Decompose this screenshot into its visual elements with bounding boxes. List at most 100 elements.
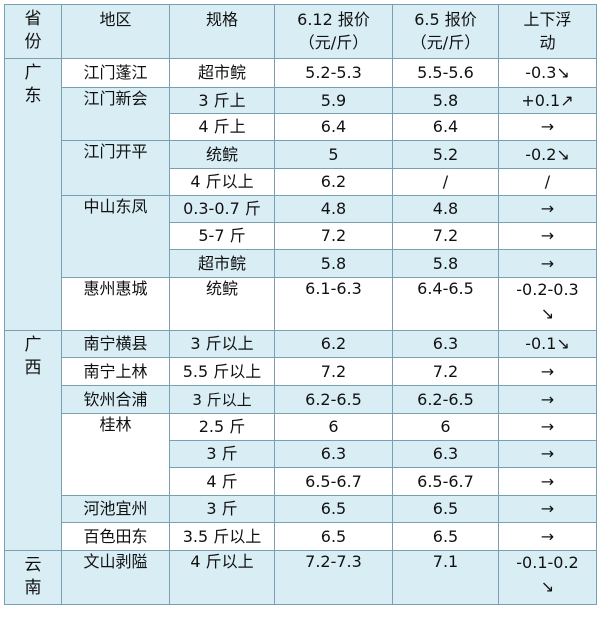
province-cell: 广东	[4, 58, 62, 331]
price-prev-cell: 6	[392, 413, 499, 441]
table-row: 桂林 2.5 斤 6 6 →	[5, 413, 597, 496]
spec-cell: 统鲩	[169, 140, 275, 169]
spec-cell: 5.5 斤以上	[169, 357, 275, 386]
spec-cell: 4 斤	[169, 467, 275, 496]
table-row: 超市鲩 5.8 5.8 →	[5, 249, 597, 278]
header-row: 省份 地区 规格 6.12 报价 （元/斤） 6.5 报价 （元/斤） 上下浮动	[4, 4, 597, 59]
spec-cell: 4 斤以上	[169, 550, 275, 605]
price-now-cell: 6.5-6.7	[274, 467, 393, 496]
region-cell: 惠州惠城	[61, 277, 170, 331]
price-now-cell: 6	[274, 413, 393, 441]
change-cell: -0.1-0.2 ↘	[498, 550, 597, 605]
change-cell: →	[498, 467, 597, 496]
header-price-now: 6.12 报价 （元/斤）	[274, 4, 393, 59]
spec-cell: 3.5 斤以上	[169, 522, 275, 551]
price-prev-cell: 6.4	[392, 113, 499, 141]
price-now-cell: 6.3	[274, 440, 393, 468]
spec-cell: 5-7 斤	[169, 222, 275, 250]
price-prev-cell: 6.5-6.7	[392, 467, 499, 496]
spec-cell: 超市鲩	[169, 249, 275, 278]
region-cell: 百色田东	[61, 522, 170, 551]
table-row: 4 斤以上 6.2 / /	[5, 168, 597, 196]
change-cell: -0.2-0.3 ↘	[498, 277, 597, 331]
price-prev-cell: 6.4-6.5	[392, 277, 499, 331]
table-row: 5-7 斤 7.2 7.2 →	[5, 222, 597, 250]
change-cell: →	[498, 413, 597, 441]
table-row: 南宁上林 5.5 斤以上 7.2 7.2 →	[5, 357, 597, 386]
price-now-cell: 5.8	[274, 249, 393, 278]
table-row: 3 斤 6.3 6.3 →	[5, 440, 597, 468]
region-cell: 钦州合浦	[61, 385, 170, 414]
price-prev-cell: 7.1	[392, 550, 499, 605]
header-spec: 规格	[169, 4, 275, 59]
price-now-cell: 7.2-7.3	[274, 550, 393, 605]
table-row: 江门开平 统鲩 5 5.2 -0.2↘	[5, 140, 597, 196]
region-cell: 南宁上林	[61, 357, 170, 386]
spec-cell: 0.3-0.7 斤	[169, 195, 275, 223]
spec-cell: 3 斤上	[169, 87, 275, 114]
table-row: 广西 南宁横县 3 斤以上 6.2 6.3 -0.1↘	[4, 330, 597, 551]
price-prev-cell: 5.8	[392, 249, 499, 278]
region-cell: 江门新会	[61, 87, 170, 141]
change-cell: →	[498, 522, 597, 551]
change-cell: →	[498, 113, 597, 141]
region-cell: 江门蓬江	[61, 58, 170, 88]
region-cell: 桂林	[61, 413, 170, 496]
table-row: 云南 文山剥隘 4 斤以上 7.2-7.3 7.1 -0.1-0.2 ↘	[4, 550, 597, 605]
change-cell: →	[498, 495, 597, 523]
price-prev-cell: 4.8	[392, 195, 499, 223]
region-cell: 南宁横县	[61, 330, 170, 358]
table-row: 惠州惠城 统鲩 6.1-6.3 6.4-6.5 -0.2-0.3 ↘	[5, 277, 597, 331]
table-row: 江门新会 3 斤上 5.9 5.8 +0.1↗	[5, 87, 597, 141]
table-row: 广东 江门蓬江 超市鲩 5.2-5.3 5.5-5.6 -0.3↘	[4, 58, 597, 331]
price-now-cell: 6.2	[274, 168, 393, 196]
change-cell: -0.2↘	[498, 140, 597, 169]
table-row: 4 斤上 6.4 6.4 →	[5, 113, 597, 141]
header-price-prev: 6.5 报价 （元/斤）	[392, 4, 499, 59]
header-province: 省份	[4, 4, 62, 59]
header-region: 地区	[61, 4, 170, 59]
table-row: 河池宜州 3 斤 6.5 6.5 →	[5, 495, 597, 523]
change-cell: -0.3↘	[498, 58, 597, 88]
table-row: 钦州合浦 3 斤以上 6.2-6.5 6.2-6.5 →	[5, 385, 597, 414]
spec-cell: 统鲩	[169, 277, 275, 331]
price-now-cell: 6.2	[274, 330, 393, 358]
province-cell: 广西	[4, 330, 62, 551]
header-change: 上下浮动	[498, 4, 597, 59]
spec-cell: 3 斤	[169, 440, 275, 468]
change-cell: →	[498, 249, 597, 278]
price-prev-cell: /	[392, 168, 499, 196]
change-cell: +0.1↗	[498, 87, 597, 114]
spec-cell: 3 斤	[169, 495, 275, 523]
change-cell: →	[498, 195, 597, 223]
region-cell: 中山东凤	[61, 195, 170, 278]
price-now-cell: 7.2	[274, 357, 393, 386]
province-cell: 云南	[4, 550, 62, 605]
change-cell: →	[498, 222, 597, 250]
price-table: 省份 地区 规格 6.12 报价 （元/斤） 6.5 报价 （元/斤） 上下浮动 广…	[4, 4, 597, 605]
price-now-cell: 6.5	[274, 495, 393, 523]
change-cell: /	[498, 168, 597, 196]
spec-cell: 超市鲩	[169, 58, 275, 88]
price-prev-cell: 5.8	[392, 87, 499, 114]
change-cell: →	[498, 440, 597, 468]
price-prev-cell: 7.2	[392, 357, 499, 386]
price-now-cell: 7.2	[274, 222, 393, 250]
price-now-cell: 6.5	[274, 522, 393, 551]
region-cell: 文山剥隘	[61, 550, 170, 605]
price-prev-cell: 6.3	[392, 440, 499, 468]
price-prev-cell: 6.3	[392, 330, 499, 358]
spec-cell: 3 斤以上	[169, 385, 275, 414]
price-now-cell: 6.4	[274, 113, 393, 141]
spec-cell: 2.5 斤	[169, 413, 275, 441]
spec-cell: 3 斤以上	[169, 330, 275, 358]
price-now-cell: 6.1-6.3	[274, 277, 393, 331]
region-cell: 河池宜州	[61, 495, 170, 523]
price-table-wrapper: 省份 地区 规格 6.12 报价 （元/斤） 6.5 报价 （元/斤） 上下浮动 广…	[4, 4, 597, 605]
price-now-cell: 5.9	[274, 87, 393, 114]
price-now-cell: 5.2-5.3	[274, 58, 393, 88]
price-prev-cell: 7.2	[392, 222, 499, 250]
change-cell: →	[498, 385, 597, 414]
change-cell: -0.1↘	[498, 330, 597, 358]
table-row: 百色田东 3.5 斤以上 6.5 6.5 →	[5, 522, 597, 551]
